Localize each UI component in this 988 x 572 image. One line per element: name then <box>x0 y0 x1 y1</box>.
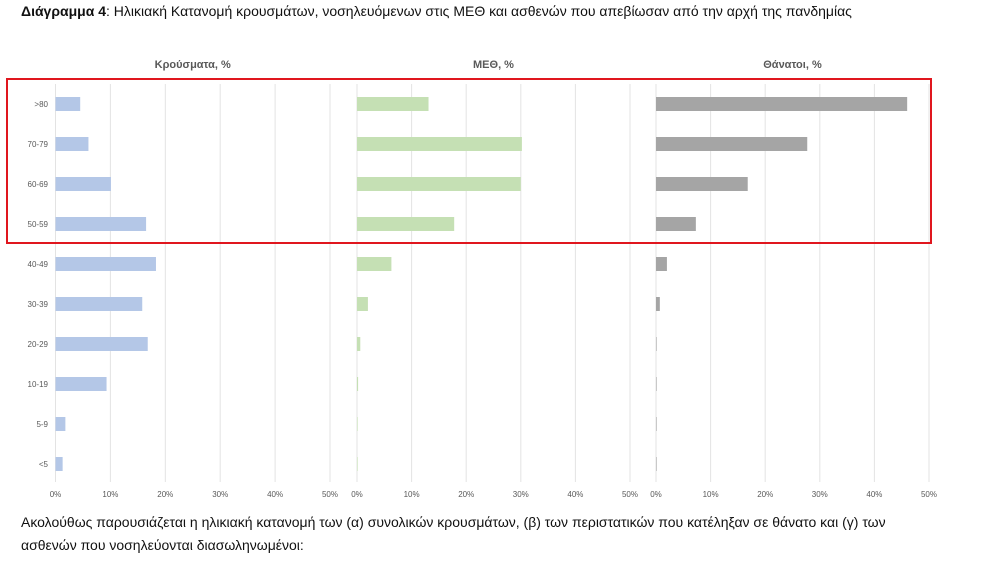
x-tick-label: 30% <box>212 490 228 499</box>
chart-title-text: : Ηλικιακή Κατανομή κρουσμάτων, νοσηλευό… <box>106 3 852 19</box>
x-tick-label: 50% <box>921 490 937 499</box>
bar-40-49 <box>656 257 667 271</box>
bar-40-49 <box>55 257 156 271</box>
y-tick-label: >80 <box>34 100 48 109</box>
bar-40-49 <box>357 257 392 271</box>
bar->80 <box>357 97 429 111</box>
bar-60-69 <box>656 177 748 191</box>
y-tick-label: 30-39 <box>28 300 49 309</box>
y-tick-label: 40-49 <box>28 260 49 269</box>
y-tick-label: 20-29 <box>28 340 49 349</box>
x-tick-label: 40% <box>567 490 583 499</box>
y-tick-label: 5-9 <box>36 420 48 429</box>
bar-70-79 <box>55 137 89 151</box>
bar-50-59 <box>357 217 455 231</box>
panel-title: Κρούσματα, % <box>155 59 231 71</box>
y-tick-label: 70-79 <box>28 140 49 149</box>
highlight-box <box>6 78 932 244</box>
bar-20-29 <box>357 337 361 351</box>
panel-title: Θάνατοι, % <box>763 59 822 71</box>
y-tick-label: <5 <box>39 460 49 469</box>
bar-5-9 <box>55 417 66 431</box>
bar-10-19 <box>656 377 657 391</box>
bar-30-39 <box>55 297 143 311</box>
x-tick-label: 10% <box>703 490 719 499</box>
bar-20-29 <box>656 337 657 351</box>
chart-title: Διάγραμμα 4: Ηλικιακή Κατανομή κρουσμάτω… <box>21 3 852 19</box>
paragraph-line-2: ασθενών που νοσηλεύονται διασωληνωμένοι: <box>21 537 304 553</box>
x-tick-label: 0% <box>351 490 363 499</box>
y-tick-label: 50-59 <box>28 220 49 229</box>
x-tick-label: 10% <box>102 490 118 499</box>
bar-50-59 <box>656 217 696 231</box>
bar->80 <box>55 97 81 111</box>
bar-5-9 <box>656 417 657 431</box>
bar->80 <box>656 97 908 111</box>
y-tick-label: 10-19 <box>28 380 49 389</box>
bar-70-79 <box>656 137 808 151</box>
bar-<5 <box>357 457 358 471</box>
x-tick-label: 40% <box>267 490 283 499</box>
bar-70-79 <box>357 137 522 151</box>
bar-30-39 <box>656 297 660 311</box>
bar-50-59 <box>55 217 147 231</box>
x-tick-label: 0% <box>650 490 662 499</box>
bar-30-39 <box>357 297 368 311</box>
bar-<5 <box>656 457 657 471</box>
x-tick-label: 40% <box>866 490 882 499</box>
bar-<5 <box>55 457 63 471</box>
panel-title: ΜΕΘ, % <box>473 59 514 71</box>
x-tick-label: 30% <box>812 490 828 499</box>
bar-20-29 <box>55 337 148 351</box>
bar-10-19 <box>55 377 107 391</box>
bar-5-9 <box>357 417 358 431</box>
bar-60-69 <box>55 177 111 191</box>
x-tick-label: 20% <box>157 490 173 499</box>
chart-title-label: Διάγραμμα 4 <box>21 3 107 19</box>
paragraph-line-1: Ακολούθως παρουσιάζεται η ηλικιακή καταν… <box>21 514 886 530</box>
x-tick-label: 20% <box>458 490 474 499</box>
x-tick-label: 0% <box>50 490 62 499</box>
bar-60-69 <box>357 177 521 191</box>
x-tick-label: 50% <box>322 490 338 499</box>
y-tick-label: 60-69 <box>28 180 49 189</box>
x-tick-label: 50% <box>622 490 638 499</box>
bar-10-19 <box>357 377 359 391</box>
x-tick-label: 30% <box>513 490 529 499</box>
x-tick-label: 10% <box>404 490 420 499</box>
x-tick-label: 20% <box>757 490 773 499</box>
